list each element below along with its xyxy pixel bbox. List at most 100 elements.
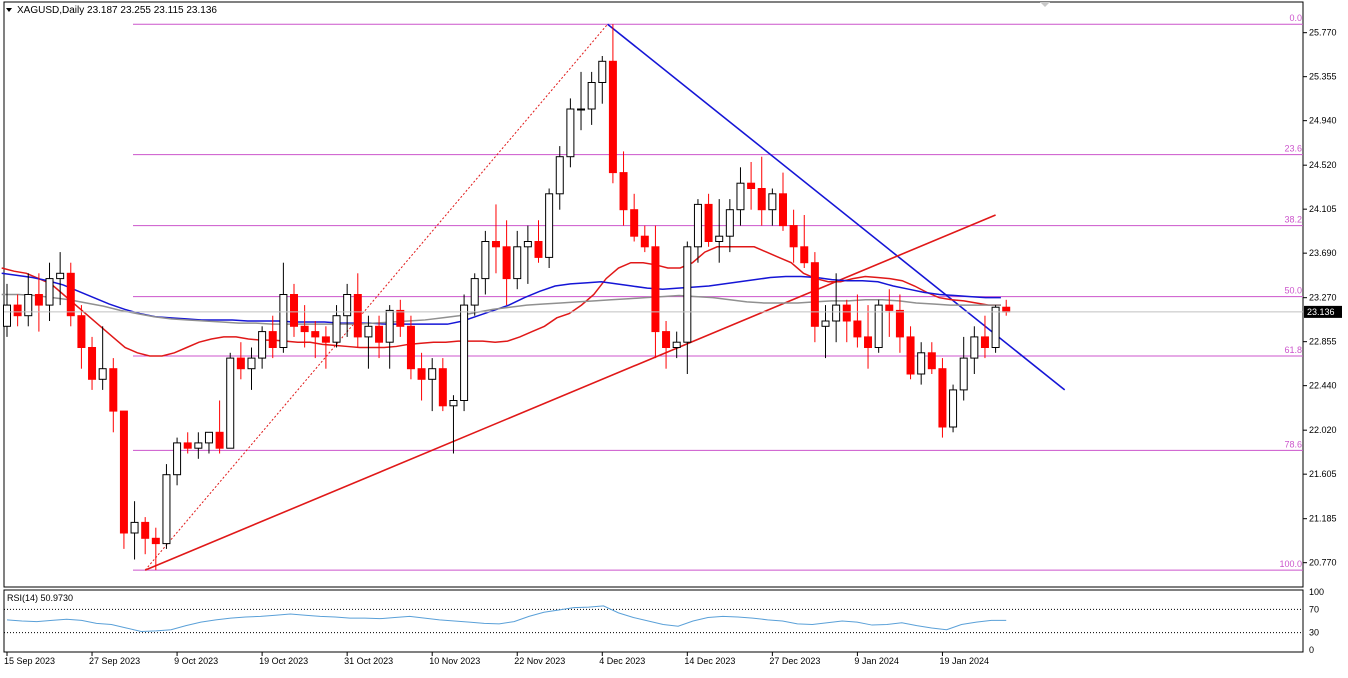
scroll-marker-icon[interactable] [1040, 2, 1050, 7]
bearish-candle[interactable] [800, 215, 809, 268]
bullish-candle[interactable] [598, 56, 607, 104]
bearish-candle[interactable] [215, 400, 224, 454]
bearish-candle[interactable] [651, 225, 660, 359]
bearish-candle[interactable] [662, 321, 671, 369]
bullish-candle[interactable] [470, 273, 479, 316]
bearish-candle[interactable] [151, 527, 160, 571]
bullish-candle[interactable] [173, 437, 182, 486]
bullish-candle[interactable] [513, 230, 522, 290]
ascending-trendline[interactable] [144, 214, 996, 571]
bullish-candle[interactable] [3, 283, 11, 337]
bearish-candle[interactable] [268, 315, 277, 359]
bullish-candle[interactable] [566, 98, 575, 168]
bullish-candle[interactable] [343, 283, 352, 337]
bullish-candle[interactable] [587, 71, 596, 125]
bearish-candle[interactable] [406, 315, 415, 380]
bearish-candle[interactable] [534, 220, 543, 263]
bullish-candle[interactable] [130, 501, 139, 560]
bearish-candle[interactable] [77, 305, 86, 369]
bearish-candle[interactable] [353, 273, 362, 348]
bullish-candle[interactable] [832, 273, 841, 343]
bullish-candle[interactable] [970, 326, 979, 374]
bullish-candle[interactable] [523, 225, 532, 284]
bearish-candle[interactable] [938, 358, 947, 438]
bullish-candle[interactable] [768, 188, 777, 226]
bearish-candle[interactable] [885, 289, 894, 337]
bearish-candle[interactable] [417, 352, 426, 401]
bearish-candle[interactable] [183, 432, 192, 454]
bearish-candle[interactable] [321, 326, 330, 369]
bearish-candle[interactable] [491, 204, 500, 274]
bullish-candle[interactable] [545, 188, 554, 269]
descending-trendline[interactable] [607, 23, 1066, 391]
bearish-candle[interactable] [853, 294, 862, 348]
bullish-candle[interactable] [917, 342, 926, 385]
bullish-candle[interactable] [736, 167, 745, 226]
bullish-candle[interactable] [204, 431, 213, 454]
bearish-candle[interactable] [311, 321, 320, 359]
bearish-candle[interactable] [236, 342, 245, 380]
bullish-candle[interactable] [555, 146, 564, 210]
bullish-candle[interactable] [874, 299, 883, 353]
bullish-candle[interactable] [258, 326, 267, 369]
bullish-candle[interactable] [98, 326, 107, 390]
bullish-candle[interactable] [683, 241, 692, 375]
bullish-candle[interactable] [991, 305, 1000, 353]
triangle-down-icon[interactable] [6, 8, 12, 12]
bearish-candle[interactable] [704, 193, 713, 247]
bullish-candle[interactable] [449, 395, 458, 454]
bearish-candle[interactable] [290, 283, 299, 337]
bearish-candle[interactable] [141, 517, 150, 555]
bullish-candle[interactable] [577, 71, 586, 131]
bullish-candle[interactable] [460, 294, 469, 412]
bullish-candle[interactable] [247, 347, 256, 390]
bearish-candle[interactable] [640, 225, 649, 253]
bullish-candle[interactable] [693, 199, 702, 263]
bearish-candle[interactable] [396, 299, 405, 337]
bullish-candle[interactable] [385, 305, 394, 369]
bearish-candle[interactable] [608, 24, 617, 184]
bearish-candle[interactable] [980, 315, 989, 359]
bearish-candle[interactable] [619, 151, 628, 226]
bearish-candle[interactable] [375, 315, 384, 359]
bullish-candle[interactable] [715, 199, 724, 263]
bullish-candle[interactable] [194, 432, 203, 459]
bullish-candle[interactable] [56, 252, 65, 306]
bullish-candle[interactable] [959, 336, 968, 401]
bearish-candle[interactable] [906, 326, 915, 380]
bullish-candle[interactable] [162, 464, 171, 549]
bearish-candle[interactable] [119, 410, 128, 549]
bearish-candle[interactable] [66, 262, 75, 327]
bearish-candle[interactable] [438, 358, 447, 412]
bullish-candle[interactable] [672, 331, 681, 359]
bullish-candle[interactable] [364, 315, 373, 369]
bullish-candle[interactable] [279, 262, 288, 353]
bearish-candle[interactable] [789, 209, 798, 263]
bullish-candle[interactable] [949, 384, 958, 433]
bullish-candle[interactable] [725, 199, 734, 253]
bearish-candle[interactable] [747, 162, 756, 210]
bearish-candle[interactable] [778, 172, 787, 231]
bearish-candle[interactable] [630, 193, 639, 242]
bullish-candle[interactable] [45, 262, 54, 321]
bullish-candle[interactable] [428, 358, 437, 412]
bearish-candle[interactable] [757, 156, 766, 226]
bullish-candle[interactable] [24, 273, 33, 327]
bearish-candle[interactable] [109, 358, 118, 433]
candles[interactable] [3, 24, 1011, 571]
bullish-candle[interactable] [226, 352, 235, 449]
bearish-candle[interactable] [502, 220, 511, 306]
bullish-candle[interactable] [481, 230, 490, 295]
bearish-candle[interactable] [842, 299, 851, 343]
bearish-candle[interactable] [34, 273, 43, 332]
bearish-candle[interactable] [88, 336, 97, 390]
bearish-candle[interactable] [13, 294, 22, 327]
bullish-candle[interactable] [821, 305, 830, 359]
bearish-candle[interactable] [810, 252, 819, 343]
bearish-candle[interactable] [895, 294, 904, 353]
bearish-candle[interactable] [864, 305, 873, 369]
bearish-candle[interactable] [927, 342, 936, 374]
fib-anchor-dotted[interactable] [144, 23, 608, 571]
